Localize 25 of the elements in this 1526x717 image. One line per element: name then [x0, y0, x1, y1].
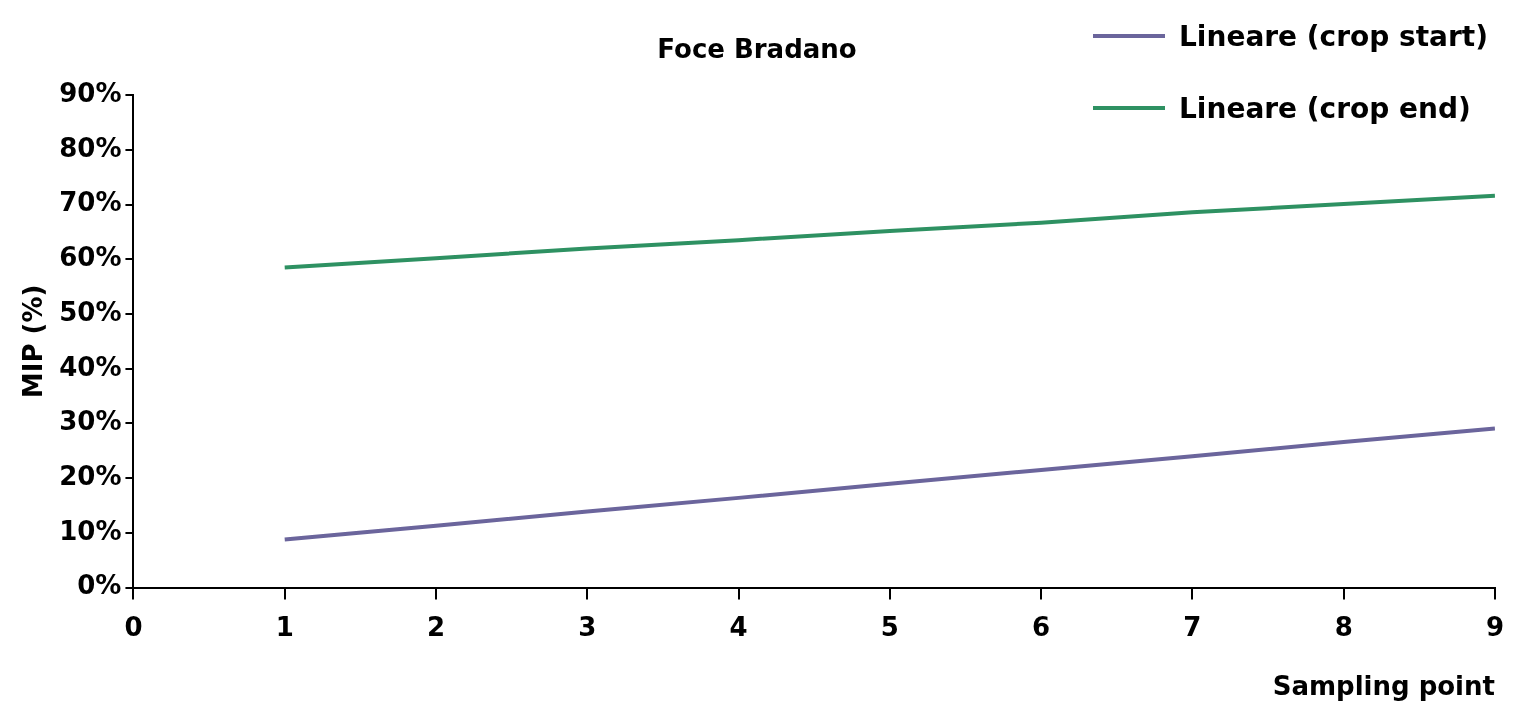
legend-label: Lineare (crop start)	[1179, 19, 1488, 53]
y-tick-label: 30%	[59, 406, 122, 437]
chart-title: Foce Bradano	[657, 34, 857, 65]
x-tick-label: 6	[1032, 611, 1051, 642]
y-tick-label: 80%	[59, 132, 122, 163]
x-axis-title: Sampling point	[1272, 671, 1495, 702]
x-tick-label: 1	[275, 611, 294, 642]
y-tick-label: 0%	[77, 570, 122, 601]
y-tick-label: 40%	[59, 351, 122, 382]
x-tick-label: 8	[1334, 611, 1353, 642]
y-tick-label: 60%	[59, 242, 122, 273]
x-tick-label: 9	[1485, 611, 1504, 642]
y-axis-title: MIP (%)	[18, 284, 49, 399]
y-tick-label: 20%	[59, 460, 122, 491]
x-tick-label: 2	[426, 611, 446, 642]
x-tick-label: 4	[729, 611, 748, 642]
y-tick-label: 70%	[59, 187, 122, 218]
legend-label: Lineare (crop end)	[1179, 91, 1471, 125]
y-tick-label: 10%	[59, 515, 122, 546]
y-tick-label: 90%	[59, 77, 122, 108]
x-tick-label: 7	[1183, 611, 1202, 642]
x-tick-label: 0	[124, 611, 143, 642]
x-tick-label: 5	[880, 611, 899, 642]
x-tick-label: 3	[578, 611, 597, 642]
y-tick-label: 50%	[59, 296, 122, 327]
